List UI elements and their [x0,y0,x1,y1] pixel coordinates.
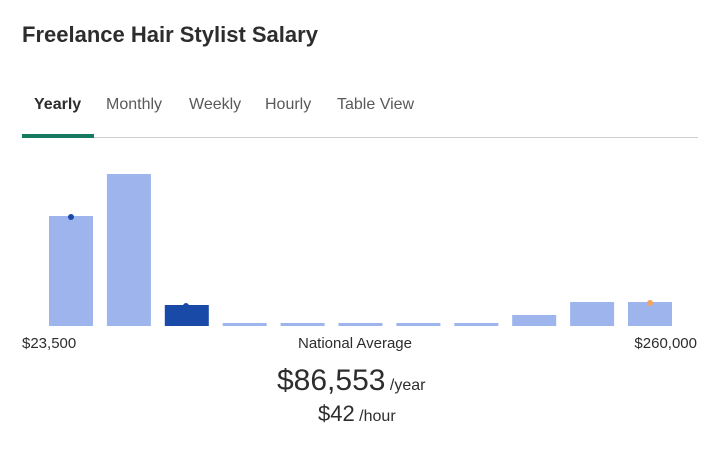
tab[interactable]: Monthly [106,96,163,113]
yearly-average: $86,553 /year [277,364,425,398]
max-label: $260,000 [634,335,697,352]
bar [280,323,325,326]
bar [49,216,93,326]
marker-dot [183,303,189,309]
active-tab-underline [22,134,94,138]
bar [570,302,615,326]
bar [454,323,499,326]
hourly-average: $42 /hour [318,401,396,427]
bar [222,323,267,326]
bar [338,323,383,326]
average-label: National Average [298,335,412,352]
hourly-unit: /hour [359,408,396,425]
bar [396,323,441,326]
bar [512,315,557,326]
bar [106,174,151,326]
bar [164,305,209,326]
marker-dot [647,300,653,306]
tab[interactable]: Weekly [189,96,242,113]
tab[interactable]: Table View [337,96,415,113]
marker-dot [68,214,74,220]
tab[interactable]: Hourly [265,96,312,113]
yearly-value: $86,553 [277,364,386,397]
tab[interactable]: Yearly [34,96,82,113]
yearly-unit: /year [389,377,426,394]
min-label: $23,500 [22,335,77,352]
hourly-value: $42 [318,401,355,426]
title: Freelance Hair Stylist Salary [22,22,318,47]
